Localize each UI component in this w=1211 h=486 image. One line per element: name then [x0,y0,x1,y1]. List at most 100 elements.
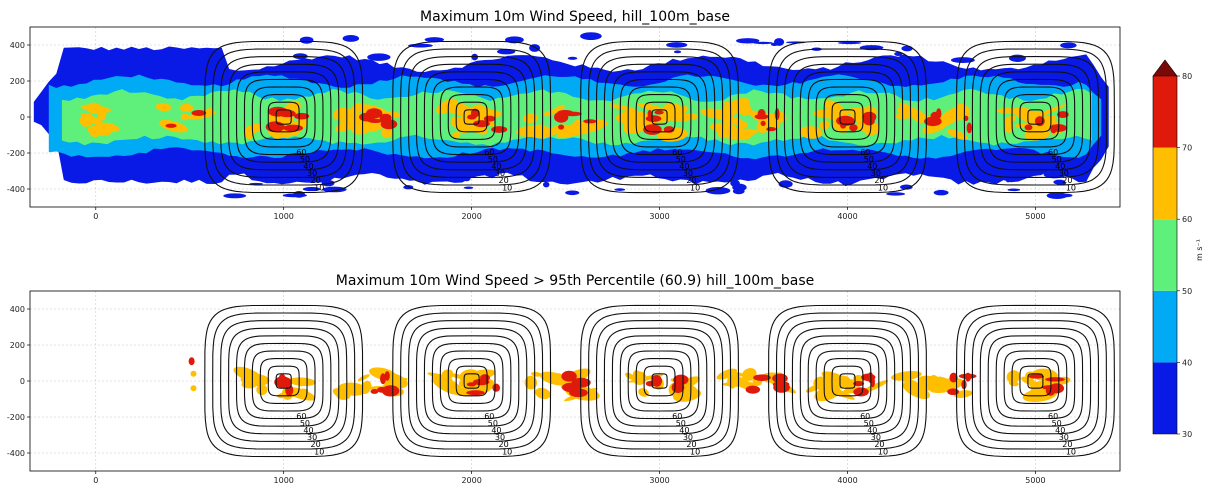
y-tick-label: -400 [7,449,25,458]
hill-contour-40 [228,327,340,435]
contour-label: 40 [867,426,877,435]
panel-top-title: Maximum 10m Wind Speed, hill_100m_base [420,9,730,25]
colorbar-segment [1153,219,1177,291]
wind-fleck [1043,170,1066,179]
wind-patch-60-70 [543,110,555,117]
panel-top: Maximum 10m Wind Speed, hill_100m_base 1… [7,9,1121,221]
wind-patch-70-80 [853,387,869,397]
hill-contour-30 [783,56,912,178]
panel-top-yticks: -400 -200 0 200 400 [7,41,30,194]
panel-bottom-xticks: 0 1000 2000 3000 4000 5000 [93,471,1046,485]
wind-fleck [367,53,391,61]
hill-contour-20 [400,312,544,450]
contour-label: 10 [690,447,700,456]
contour-label: 30 [307,433,317,442]
hill-contour-40 [603,63,716,171]
colorbar-tick-label: 80 [1182,72,1192,81]
hill-contour-10 [204,40,364,194]
wind-patch-70-80 [766,126,777,132]
contour-label: 40 [679,426,689,435]
x-tick-label: 1000 [274,476,294,485]
colorbar-label: m s⁻¹ [1195,239,1204,261]
contour-label: 60 [296,412,306,421]
colorbar-extend-arrow [1152,59,1178,77]
contour-label: 20 [874,176,884,185]
hill-contour-40 [415,63,528,171]
hill-contour-20 [963,48,1107,186]
wind-patch-60-70 [190,370,197,377]
hill-contour-50 [611,71,708,163]
hill-contour-90 [455,101,488,133]
hill-contour-100 [651,109,668,125]
hill-contour-50 [799,335,896,427]
wind-patch-60-70 [86,102,102,115]
wind-fleck [452,173,477,177]
contour-label: 50 [864,155,874,164]
hill-contour-50 [987,335,1084,427]
contour-label: 60 [484,412,494,421]
contour-label: 10 [502,183,512,192]
wind-patch-60-70 [1003,115,1017,125]
y-tick-label: -400 [7,185,25,194]
wind-patch-60-70 [539,371,569,386]
wind-patch-70-80 [853,380,865,387]
wind-fleck [342,34,360,42]
wind-fleck [900,184,913,190]
y-tick-label: -200 [7,413,25,422]
contour-label: 10 [314,447,324,456]
contour-label: 50 [488,155,498,164]
hill-contour-30 [971,56,1100,178]
hill-contour-20 [775,312,920,450]
hill-contour-90 [267,365,300,397]
hill-contour-80 [259,94,308,140]
hill-contour-10 [580,40,740,194]
wind-patch-70-80 [466,390,485,396]
wind-patch-70-80 [380,119,398,130]
colorbar-frame [1152,76,1178,435]
hill-contour-70 [627,86,692,148]
wind-patch-60-70 [727,375,736,389]
hill-contour-60 [619,342,700,420]
wind-fleck [933,189,949,196]
hill-contour-60 [995,78,1076,156]
wind-fleck [542,181,550,188]
wind-patch-60-70 [450,116,461,128]
hill-contour-100 [839,373,856,389]
hill-contour-80 [1011,94,1060,140]
wind-patch-70-80 [745,385,761,394]
y-tick-label: 400 [10,41,25,50]
wind-patch-60-70 [190,385,197,392]
wind-fleck [614,188,626,191]
wind-patch-60-70 [947,129,968,140]
wind-patch-60-70 [624,109,635,123]
contour-label: 20 [874,440,884,449]
contour-label: 30 [495,169,505,178]
x-tick-label: 1000 [274,212,294,221]
hill-contour-90 [643,101,676,133]
wind-fleck [565,190,580,196]
y-tick-label: 200 [10,341,25,350]
hill-contour-80 [635,94,684,140]
wind-patch-70-80 [966,122,972,134]
wind-patch-70-80 [1045,377,1065,382]
contour-label: 10 [1066,183,1076,192]
contour-label: 20 [1062,440,1072,449]
wind-patch-60-70 [288,377,316,386]
wind-patch-70-80 [380,373,386,385]
wind-patch-60-70 [524,375,538,390]
hill-contour-100 [651,373,668,389]
hill-contour-80 [823,358,872,404]
contour-label: 60 [860,148,870,157]
hill-contour-50 [611,335,708,427]
colorbar-segment [1153,290,1177,363]
hill-contour-80 [259,358,308,404]
hill-contour-70 [815,86,880,148]
contour-label: 50 [300,155,310,164]
wind-fleck [580,32,602,41]
wind-fleck [322,186,347,193]
contour-label: 10 [690,183,700,192]
wind-fleck [285,178,311,182]
wind-patch-70-80 [294,112,310,120]
hill-contour-80 [635,358,684,404]
contour-label: 30 [495,433,505,442]
